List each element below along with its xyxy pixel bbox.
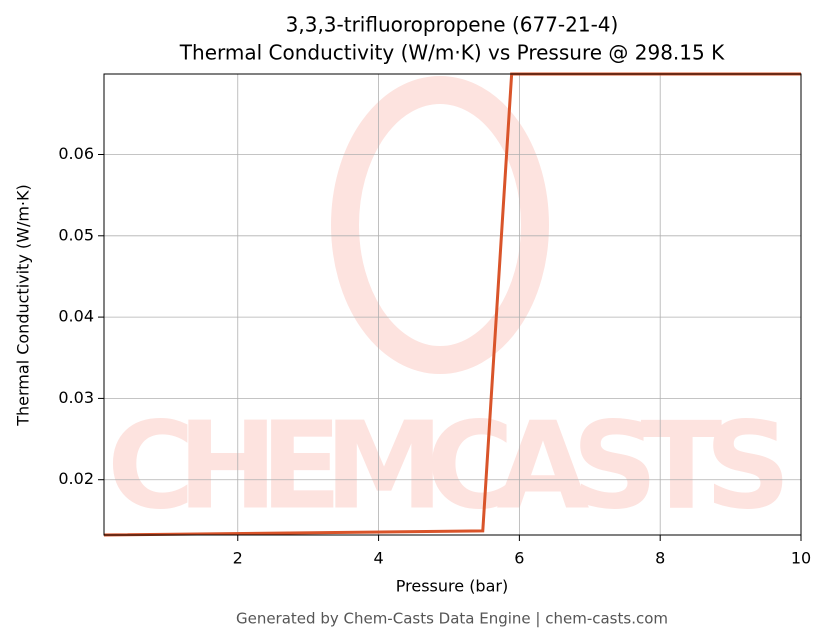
y-tick-label: 0.05 bbox=[58, 225, 94, 244]
x-tick-label: 10 bbox=[791, 549, 811, 568]
x-tick-label: 4 bbox=[373, 549, 383, 568]
watermark-group: CHEMCASTS bbox=[107, 76, 797, 537]
chart-title: 3,3,3-trifluoropropene (677-21-4) bbox=[286, 13, 619, 37]
y-tick-label: 0.04 bbox=[58, 307, 94, 326]
y-tick-label: 0.03 bbox=[58, 388, 94, 407]
x-tick-label: 2 bbox=[233, 549, 243, 568]
y-tick-label: 0.02 bbox=[58, 469, 94, 488]
x-tick-label: 6 bbox=[514, 549, 524, 568]
watermark: CHEMCASTS bbox=[107, 398, 797, 537]
x-axis-label: Pressure (bar) bbox=[396, 577, 508, 596]
y-axis-label: Thermal Conductivity (W/m·K) bbox=[14, 184, 33, 427]
x-tick-label: 8 bbox=[655, 549, 665, 568]
watermark-logo bbox=[331, 76, 549, 374]
footer: Generated by Chem-Casts Data Engine | ch… bbox=[236, 610, 668, 628]
y-tick-label: 0.06 bbox=[58, 144, 94, 163]
plot-frame bbox=[103, 73, 802, 536]
chart-subtitle: Thermal Conductivity (W/m·K) vs Pressure… bbox=[179, 41, 725, 65]
